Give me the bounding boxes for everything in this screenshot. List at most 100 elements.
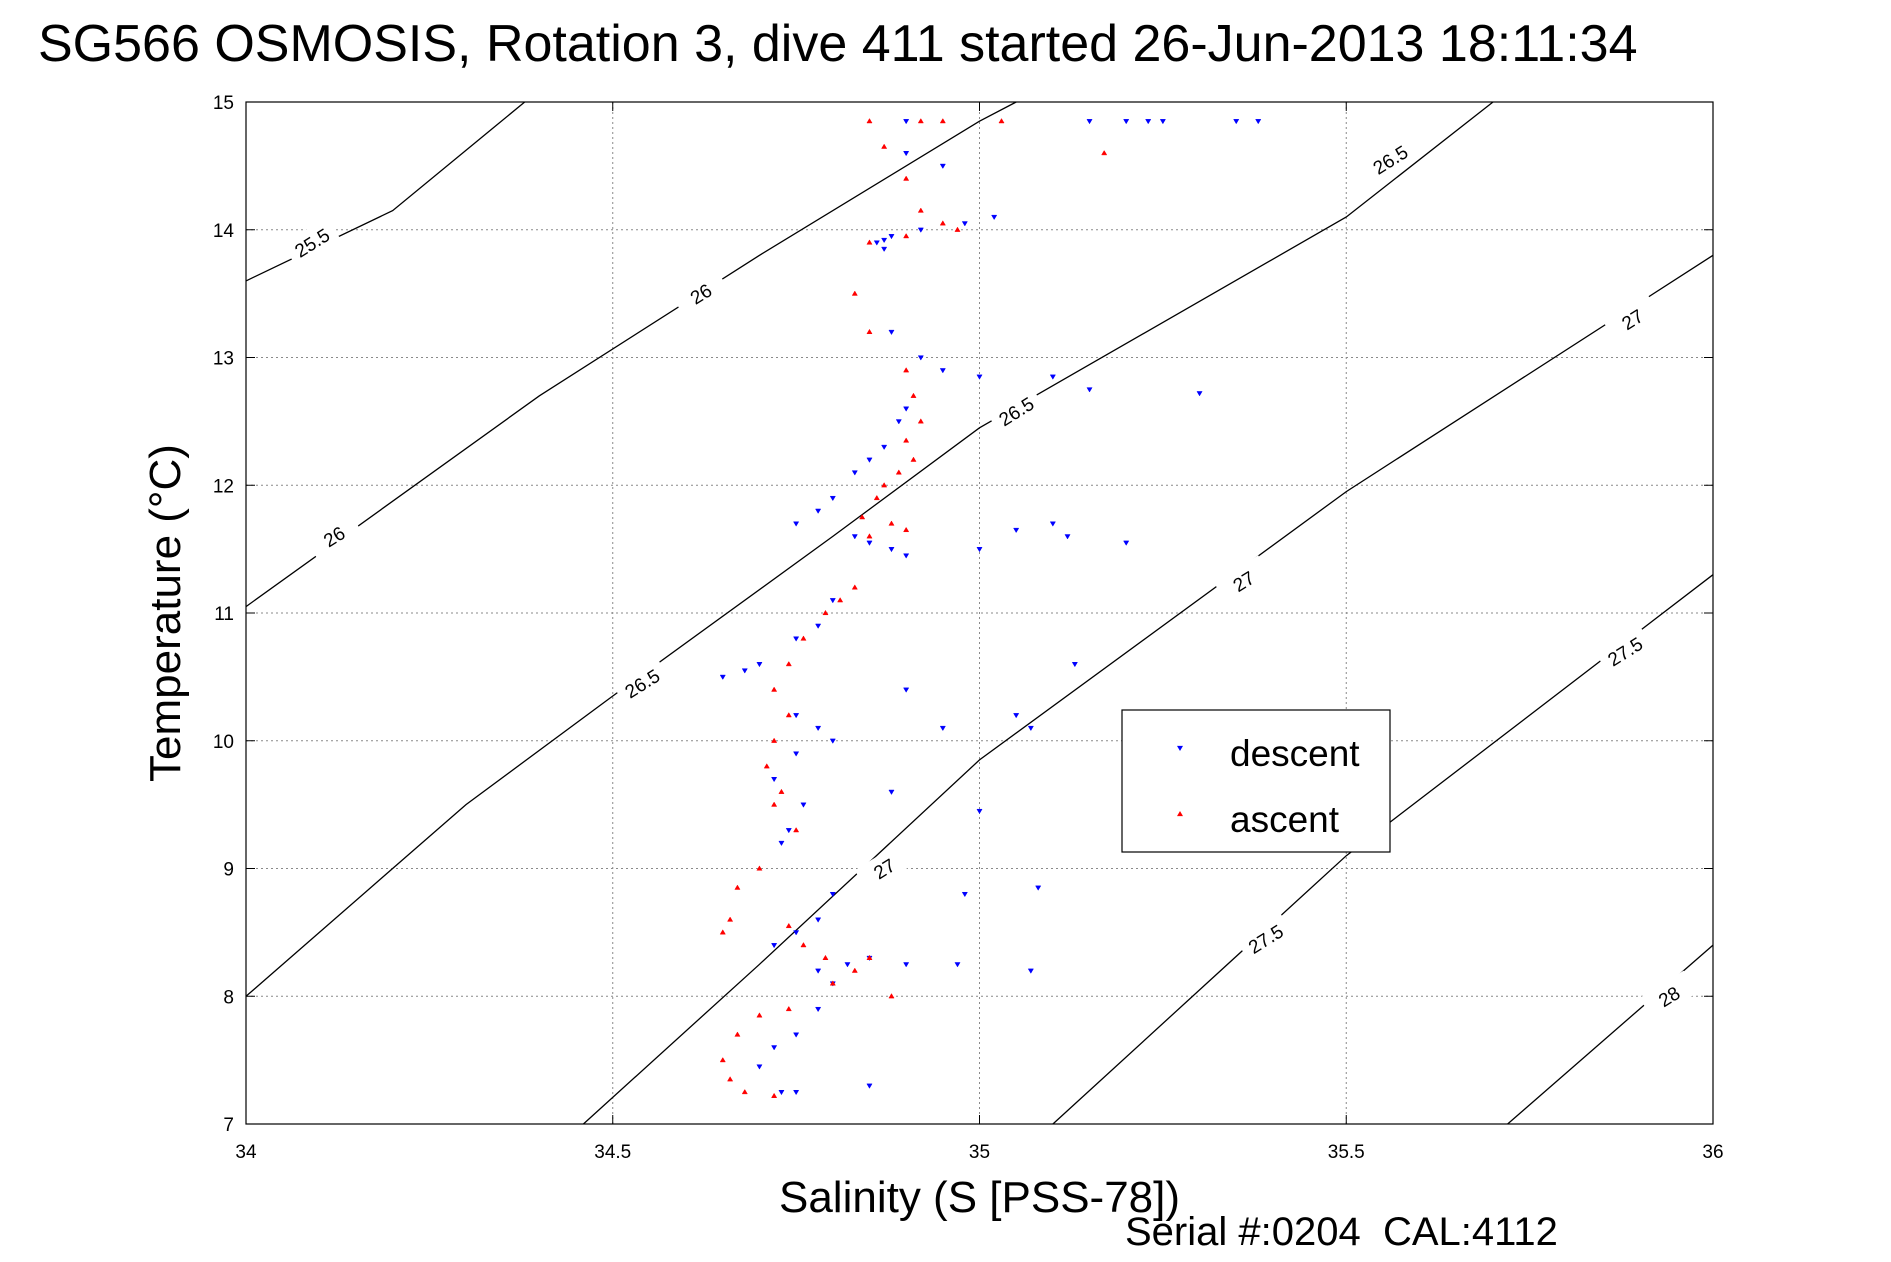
contour-label-bg [1595, 625, 1654, 676]
y-tick-label: 9 [223, 860, 234, 881]
descent-point [888, 547, 895, 553]
y-tick-label: 10 [213, 732, 234, 753]
ascent-point [866, 239, 873, 245]
ascent-point [785, 1005, 792, 1012]
descent-point [815, 725, 822, 732]
descent-point [815, 508, 822, 514]
descent-point [793, 713, 800, 719]
legend-label-descent: descent [1230, 733, 1360, 774]
ascent-point [771, 737, 778, 743]
descent-point [1013, 713, 1020, 719]
ascent-point [903, 175, 910, 181]
cal-label: CAL: [1382, 1210, 1472, 1254]
x-tick-label: 34.5 [594, 1142, 631, 1163]
descent-point [1159, 119, 1166, 125]
ascent-point [719, 1057, 726, 1063]
ascent-point [829, 980, 836, 986]
ascent-point [800, 942, 807, 948]
ascent-point [734, 884, 741, 890]
descent-point [815, 1006, 822, 1013]
descent-point [793, 1032, 800, 1038]
isopycnal-25-5 [245, 101, 526, 282]
descent-point [815, 968, 822, 974]
contour-label-bg [671, 267, 730, 318]
contour-label-bg [1639, 970, 1698, 1021]
descent-point [756, 662, 763, 668]
descent-point [1145, 119, 1152, 125]
descent-point [917, 355, 924, 361]
x-tick-label: 35.5 [1328, 1142, 1365, 1163]
descent-point [1049, 374, 1056, 380]
ascent-point [741, 1088, 748, 1095]
descent-point [778, 840, 785, 847]
isopycnal-26 [245, 101, 1017, 608]
descent-point [903, 687, 910, 693]
ascent-point [895, 469, 902, 475]
ascent-point [903, 367, 910, 373]
descent-point [844, 962, 851, 968]
ascent-point [866, 954, 873, 960]
descent-point [976, 808, 983, 815]
ascent-point [917, 207, 924, 213]
ascent-point [903, 526, 910, 533]
y-tick-label: 15 [213, 93, 234, 114]
descent-point [851, 534, 858, 540]
y-tick-label: 13 [213, 349, 234, 370]
descent-point [800, 802, 807, 808]
descent-point [793, 1089, 800, 1096]
ascent-point [939, 118, 946, 124]
y-tick-label: 8 [223, 987, 234, 1008]
page-title: SG566 OSMOSIS, Rotation 3, dive 411 star… [38, 15, 1638, 73]
x-tick-label: 36 [1702, 1142, 1723, 1163]
descent-point [719, 674, 726, 680]
descent-point [771, 777, 778, 783]
descent-point [866, 540, 873, 546]
serial-value: 0204 [1271, 1210, 1361, 1254]
descent-point [829, 738, 836, 744]
data-points [719, 118, 1262, 1098]
descent-point [1123, 540, 1130, 546]
ascent-point [903, 233, 910, 239]
contour-label-bg [854, 842, 913, 893]
ascent-point [888, 993, 895, 999]
axis-ticks: 34 34.5 35 35.5 36 7 8 9 10 11 12 13 14 15 [213, 93, 1724, 1163]
ascent-point [785, 661, 792, 667]
descent-point [1049, 521, 1056, 527]
descent-point [903, 962, 910, 968]
ascent-point [998, 118, 1005, 124]
descent-point [961, 221, 968, 227]
descent-point [939, 163, 946, 169]
ascent-point [910, 456, 917, 462]
descent-point [917, 227, 924, 233]
descent-point [829, 495, 836, 502]
ascent-point [1101, 150, 1108, 156]
ascent-point [866, 118, 873, 124]
descent-point [881, 246, 888, 253]
y-axis-label: Temperature (°C) [141, 444, 190, 782]
descent-point [1086, 387, 1093, 393]
ascent-point [771, 1092, 778, 1098]
descent-point [1064, 534, 1071, 540]
ascent-point [771, 801, 778, 807]
ascent-point [910, 392, 917, 398]
descent-point [793, 636, 800, 642]
ascent-point [719, 929, 726, 935]
isopycnal-26-5 [245, 101, 1494, 997]
descent-point [939, 725, 946, 732]
descent-point [785, 828, 792, 834]
y-tick-label: 12 [213, 476, 234, 497]
descent-point [1013, 527, 1020, 534]
descent-point [903, 553, 910, 559]
legend-box [1121, 709, 1391, 853]
ascent-point [903, 437, 910, 443]
descent-point [793, 751, 800, 757]
ascent-point [888, 520, 895, 526]
descent-point [1196, 391, 1203, 397]
ascent-point [727, 916, 734, 922]
ascent-point [939, 220, 946, 226]
cal-value: 4112 [1471, 1210, 1558, 1254]
y-tick-label: 11 [214, 604, 234, 625]
descent-point [1035, 885, 1042, 891]
contour-label-bg [612, 657, 671, 708]
